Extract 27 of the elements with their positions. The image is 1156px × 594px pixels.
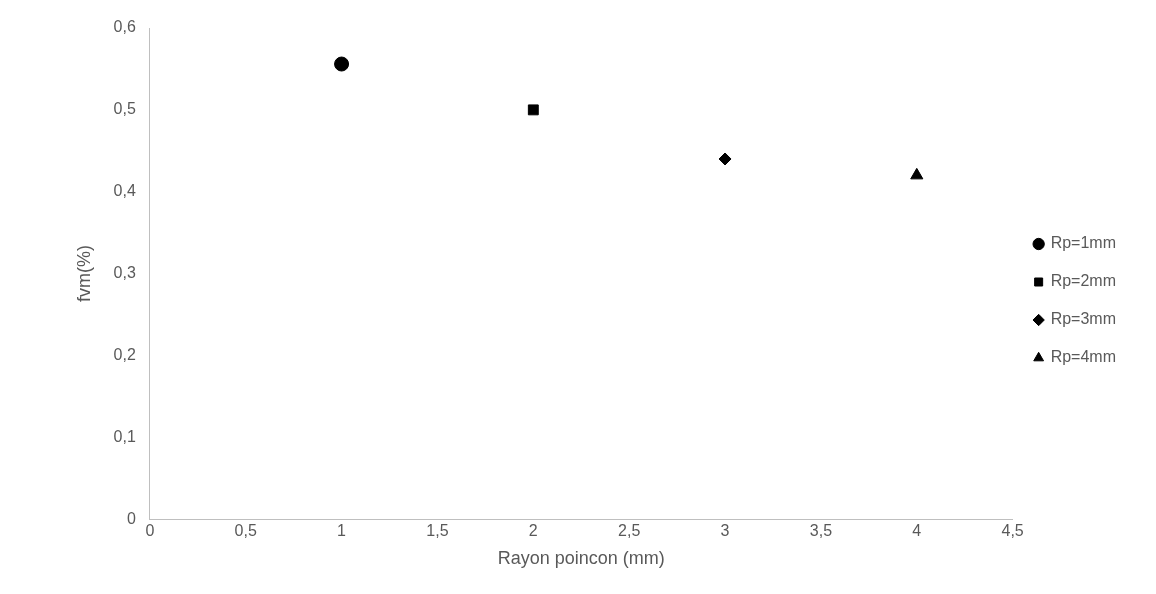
x-tick-label: 1 [337, 522, 347, 540]
x-tick-label: 3 [720, 522, 730, 540]
x-tick-label: 3,5 [809, 522, 833, 540]
x-tick-label: 0,5 [234, 522, 257, 540]
y-tick-label: 0,2 [113, 345, 136, 363]
x-tick-label: 4,5 [1001, 522, 1024, 540]
x-tick-label: 0 [145, 522, 155, 540]
x-axis-title: Rayon poincon (mm) [497, 548, 665, 569]
y-tick-label: 0,3 [113, 264, 136, 282]
y-tick-label: 0,5 [113, 100, 136, 118]
y-tick-label: 0 [126, 509, 136, 527]
legend-label: Rp=3mm [1050, 310, 1117, 328]
point [910, 167, 924, 180]
y-tick-label: 0,6 [113, 18, 136, 36]
x-tick-label: 4 [912, 522, 922, 540]
legend-label: Rp=4mm [1050, 348, 1117, 366]
legend-label: Rp=2mm [1050, 272, 1117, 290]
y-tick-label: 0,1 [113, 427, 136, 445]
y-tick-label: 0,4 [113, 182, 136, 200]
point [334, 56, 350, 72]
y-axis-title: fvm(%) [73, 245, 94, 303]
x-tick-label: 2 [528, 522, 538, 540]
x-tick-label: 1,5 [426, 522, 449, 540]
point [718, 152, 732, 166]
point [527, 104, 539, 116]
x-tick-label: 2,5 [618, 522, 641, 540]
legend-label: Rp=1mm [1050, 234, 1117, 252]
